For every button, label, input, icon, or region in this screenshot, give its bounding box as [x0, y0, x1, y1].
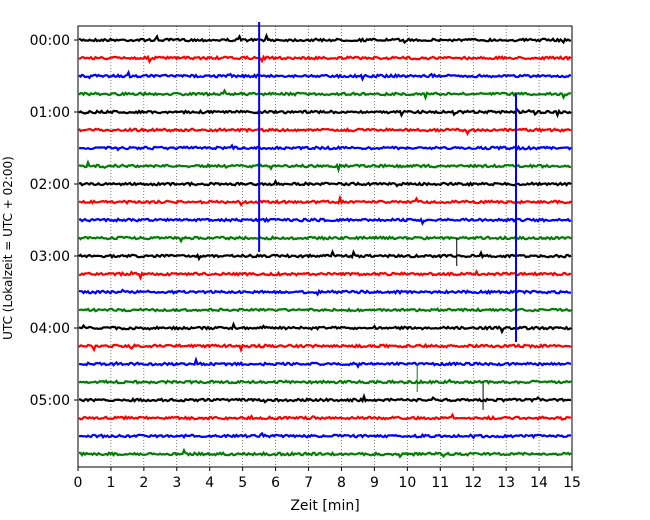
- trace-row: [78, 107, 572, 119]
- y-axis: 00:00 01:00 02:00 03:00 04:00 05:00: [30, 33, 78, 409]
- y-tick-label: 04:00: [30, 321, 70, 337]
- plot-frame: [77, 25, 573, 468]
- trace-row: [78, 342, 572, 354]
- x-tick-label: 11: [431, 475, 449, 491]
- y-tick-label: 02:00: [30, 177, 70, 193]
- x-tick-label: 5: [238, 475, 247, 491]
- y-tick-label: 03:00: [30, 249, 70, 265]
- trace-row: [78, 159, 572, 174]
- trace-row: [78, 269, 572, 282]
- y-tick-label: 01:00: [30, 105, 70, 121]
- trace-row: [78, 306, 572, 313]
- trace-row: [78, 431, 572, 440]
- x-tick-label: 0: [74, 475, 83, 491]
- trace-row: [79, 447, 572, 459]
- x-tick-label: 14: [530, 475, 548, 491]
- trace-row: [78, 392, 572, 404]
- trace-row: [78, 234, 572, 244]
- trace-rows: [78, 32, 572, 459]
- y-tick-label: 05:00: [30, 393, 70, 409]
- trace-row: [78, 216, 572, 226]
- x-tick-label: 2: [139, 475, 148, 491]
- y-tick-label: 00:00: [30, 33, 70, 49]
- trace-row: [78, 248, 572, 262]
- trace-row: [78, 378, 572, 385]
- x-tick-label: 9: [370, 475, 379, 491]
- x-tick-label: 8: [337, 475, 346, 491]
- trace-row: [78, 127, 572, 137]
- x-tick-label: 4: [205, 475, 214, 491]
- x-tick-label: 7: [304, 475, 313, 491]
- y-axis-label: UTC (Lokalzeit = UTC + 02:00): [1, 156, 15, 340]
- trace-row: [78, 178, 572, 188]
- x-tick-label: 15: [563, 475, 581, 491]
- x-tick-label: 3: [172, 475, 181, 491]
- x-axis-label: Zeit [min]: [290, 498, 359, 514]
- trace-row: [78, 54, 572, 65]
- trace-row: [78, 88, 572, 101]
- trace-row: [79, 288, 572, 297]
- x-tick-label: 12: [464, 475, 482, 491]
- trace-row: [78, 412, 572, 421]
- x-tick-label: 1: [106, 475, 115, 491]
- trace-row: [78, 143, 572, 152]
- trace-row: [78, 321, 572, 335]
- x-tick-label: 6: [271, 475, 280, 491]
- x-tick-label: 10: [398, 475, 416, 491]
- event-markers: [258, 22, 518, 410]
- trace-row: [78, 356, 571, 369]
- trace-row: [78, 194, 572, 207]
- x-tick-label: 13: [497, 475, 515, 491]
- trace-row: [78, 32, 572, 45]
- x-axis: 0 1 2 3 4 5 6 7 8 9 10 11 12 13 14 15: [74, 467, 581, 491]
- trace-row: [78, 69, 572, 82]
